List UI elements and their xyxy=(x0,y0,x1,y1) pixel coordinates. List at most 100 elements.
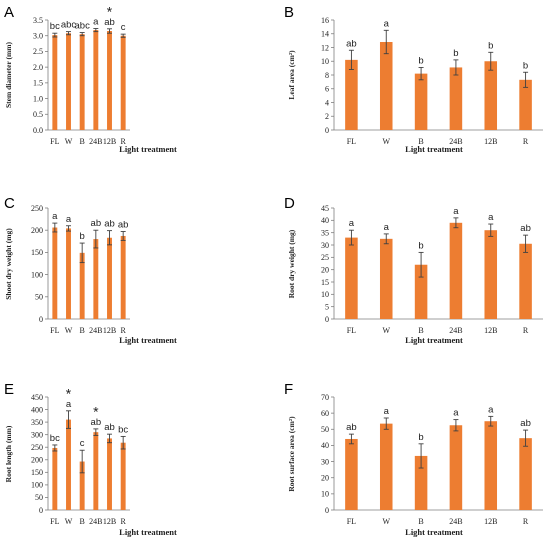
y-tick-label: 8 xyxy=(325,71,329,80)
y-tick-label: 5 xyxy=(325,302,329,311)
significance-letter: a xyxy=(66,214,72,225)
significance-letter: ab xyxy=(346,422,357,433)
bar xyxy=(120,442,126,510)
significance-letter: a xyxy=(488,404,494,415)
bar xyxy=(449,425,463,510)
bar xyxy=(484,230,498,319)
bar xyxy=(414,73,428,130)
bar xyxy=(93,432,99,510)
y-tick-label: 0.5 xyxy=(33,110,43,119)
significance-letter: a xyxy=(349,218,355,229)
bar xyxy=(79,34,85,131)
x-tick-label: 12B xyxy=(103,137,116,146)
x-tick-label: FL xyxy=(50,517,59,526)
y-tick-label: 40 xyxy=(321,441,329,450)
y-tick-label: 100 xyxy=(31,270,43,279)
x-tick-label: W xyxy=(65,517,73,526)
y-tick-label: 20 xyxy=(321,474,329,483)
y-tick-label: 1.0 xyxy=(33,94,43,103)
bar xyxy=(449,67,463,130)
x-tick-label: R xyxy=(120,517,126,526)
significance-letter: a xyxy=(384,406,390,417)
x-tick-label: 24B xyxy=(449,517,462,526)
panel-letter: D xyxy=(284,195,295,212)
x-tick-label: 12B xyxy=(103,326,116,335)
y-tick-label: 0 xyxy=(39,315,43,324)
significance-letter: b xyxy=(418,240,423,251)
x-tick-label: FL xyxy=(347,517,356,526)
x-tick-label: R xyxy=(523,517,529,526)
y-tick-label: 200 xyxy=(31,226,43,235)
significance-letter: ab xyxy=(104,17,115,28)
x-tick-label: W xyxy=(382,517,390,526)
significance-letter: ab xyxy=(91,417,102,428)
significance-letter: a xyxy=(93,16,99,27)
y-axis-title: Root length (mm) xyxy=(4,425,13,482)
significance-letter: a xyxy=(384,18,390,29)
y-tick-label: 2 xyxy=(325,112,329,121)
bar xyxy=(414,264,428,319)
x-tick-label: 24B xyxy=(89,517,102,526)
significance-star: * xyxy=(93,403,99,419)
y-tick-label: 60 xyxy=(321,409,329,418)
panel-letter: E xyxy=(4,381,14,398)
bar xyxy=(379,42,393,130)
y-axis-title: Root surface area (cm²) xyxy=(287,416,296,492)
y-tick-label: 50 xyxy=(35,493,43,502)
y-tick-label: 0.0 xyxy=(33,126,43,135)
y-axis-title: Root dry weight (mg) xyxy=(287,229,296,298)
y-tick-label: 70 xyxy=(321,393,329,402)
significance-letter: ab xyxy=(104,422,115,433)
bar xyxy=(345,237,358,319)
significance-letter: abc xyxy=(61,20,77,31)
x-tick-label: FL xyxy=(347,326,356,335)
significance-star: * xyxy=(66,385,72,401)
y-tick-label: 250 xyxy=(31,443,43,452)
x-tick-label: R xyxy=(120,137,126,146)
significance-letter: ab xyxy=(118,220,129,231)
y-tick-label: 35 xyxy=(321,228,329,237)
y-axis-title: Shoot dry weight (mg) xyxy=(4,228,13,300)
x-axis-title: Light treatment xyxy=(119,335,177,345)
panel-letter: F xyxy=(284,381,293,398)
y-tick-label: 10 xyxy=(321,490,329,499)
x-tick-label: FL xyxy=(347,137,356,146)
significance-letter: b xyxy=(418,432,423,443)
bar xyxy=(345,59,358,130)
x-tick-label: R xyxy=(523,326,529,335)
x-tick-label: W xyxy=(382,137,390,146)
significance-letter: b xyxy=(488,40,493,51)
y-tick-label: 50 xyxy=(321,425,329,434)
bar xyxy=(519,243,532,319)
significance-letter: c xyxy=(121,22,126,33)
y-tick-label: 50 xyxy=(35,293,43,302)
y-tick-label: 450 xyxy=(31,393,43,402)
bar xyxy=(414,455,428,510)
bar xyxy=(379,238,393,319)
x-tick-label: 12B xyxy=(103,517,116,526)
significance-letter: b xyxy=(453,48,458,59)
y-tick-label: 150 xyxy=(31,248,43,257)
x-axis-title: Light treatment xyxy=(405,144,463,154)
significance-letter: ab xyxy=(91,218,102,229)
bar xyxy=(107,31,112,130)
bar xyxy=(519,438,532,510)
significance-letter: ab xyxy=(104,219,115,230)
x-tick-label: 12B xyxy=(484,517,497,526)
bar xyxy=(519,79,532,130)
y-tick-label: 300 xyxy=(31,430,43,439)
y-tick-label: 30 xyxy=(321,241,329,250)
x-tick-label: 12B xyxy=(484,326,497,335)
x-tick-label: W xyxy=(65,137,73,146)
bar xyxy=(107,237,112,319)
bar xyxy=(52,35,58,131)
x-tick-label: R xyxy=(120,326,126,335)
y-tick-label: 10 xyxy=(321,57,329,66)
x-tick-label: 24B xyxy=(449,137,462,146)
x-tick-label: B xyxy=(79,517,84,526)
x-tick-label: B xyxy=(79,326,84,335)
y-tick-label: 45 xyxy=(321,204,329,213)
y-tick-label: 100 xyxy=(31,481,43,490)
y-tick-label: 20 xyxy=(321,265,329,274)
